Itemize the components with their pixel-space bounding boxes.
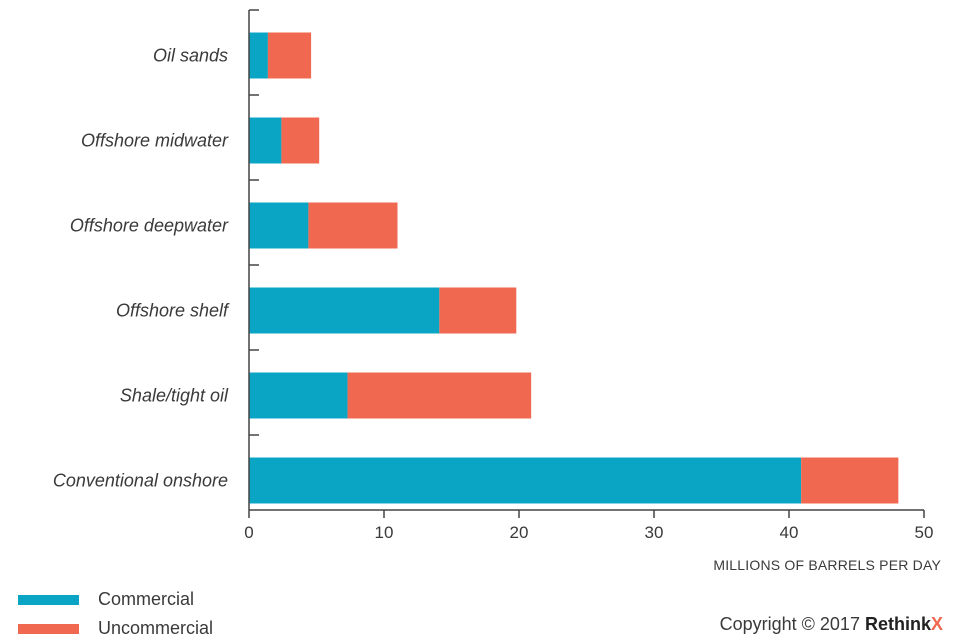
- axes-group: [248, 9, 925, 518]
- category-label-shale-tight-oil: Shale/tight oil: [120, 386, 229, 406]
- bar-commercial-shale-tight-oil: [249, 372, 348, 419]
- bar-commercial-offshore-midwater: [249, 117, 282, 164]
- x-tick-label-30: 30: [645, 523, 664, 542]
- bar-uncommercial-shale-tight-oil: [347, 372, 532, 419]
- bar-uncommercial-offshore-midwater: [281, 117, 320, 164]
- category-label-conventional-onshore: Conventional onshore: [53, 471, 228, 491]
- bar-uncommercial-offshore-shelf: [439, 287, 517, 334]
- copyright-text: Copyright © 2017: [719, 614, 860, 634]
- legend-label-uncommercial: Uncommercial: [98, 618, 214, 638]
- brand-logo-rethink: Rethink: [864, 614, 931, 634]
- legend-swatch-commercial: [18, 594, 79, 605]
- bar-commercial-offshore-shelf: [249, 287, 440, 334]
- legend-label-commercial: Commercial: [98, 589, 195, 609]
- bar-uncommercial-offshore-deepwater: [308, 202, 398, 249]
- legend-swatch-uncommercial: [18, 623, 79, 634]
- x-tick-label-40: 40: [780, 523, 799, 542]
- legend-item-commercial: Commercial: [18, 585, 213, 614]
- category-label-offshore-shelf: Offshore shelf: [116, 301, 230, 321]
- category-label-offshore-midwater: Offshore midwater: [81, 131, 229, 151]
- bar-chart: Oil sands Offshore midwater Offshore deepw…: [53, 9, 941, 573]
- bar-uncommercial-conventional-onshore: [801, 457, 899, 504]
- bar-commercial-offshore-deepwater: [249, 202, 309, 249]
- bar-commercial-conventional-onshore: [249, 457, 802, 504]
- x-tick-label-0: 0: [244, 523, 253, 542]
- x-tick-label-20: 20: [510, 523, 529, 542]
- labels-group: Oil sands Offshore midwater Offshore deepw…: [53, 46, 934, 543]
- brand-logo-x: X: [930, 614, 943, 634]
- bar-uncommercial-oil-sands: [267, 32, 312, 79]
- copyright-notice: Copyright © 2017 RethinkX: [720, 614, 943, 635]
- category-label-offshore-deepwater: Offshore deepwater: [70, 216, 229, 236]
- category-label-oil-sands: Oil sands: [153, 46, 228, 66]
- bar-commercial-oil-sands: [249, 32, 268, 79]
- x-tick-label-50: 50: [915, 523, 934, 542]
- bars-group: [249, 32, 899, 504]
- x-axis-title: MILLIONS OF BARRELS PER DAY: [713, 557, 941, 573]
- legend: Commercial Uncommercial: [18, 585, 213, 643]
- x-tick-label-10: 10: [375, 523, 394, 542]
- legend-item-uncommercial: Uncommercial: [18, 614, 213, 643]
